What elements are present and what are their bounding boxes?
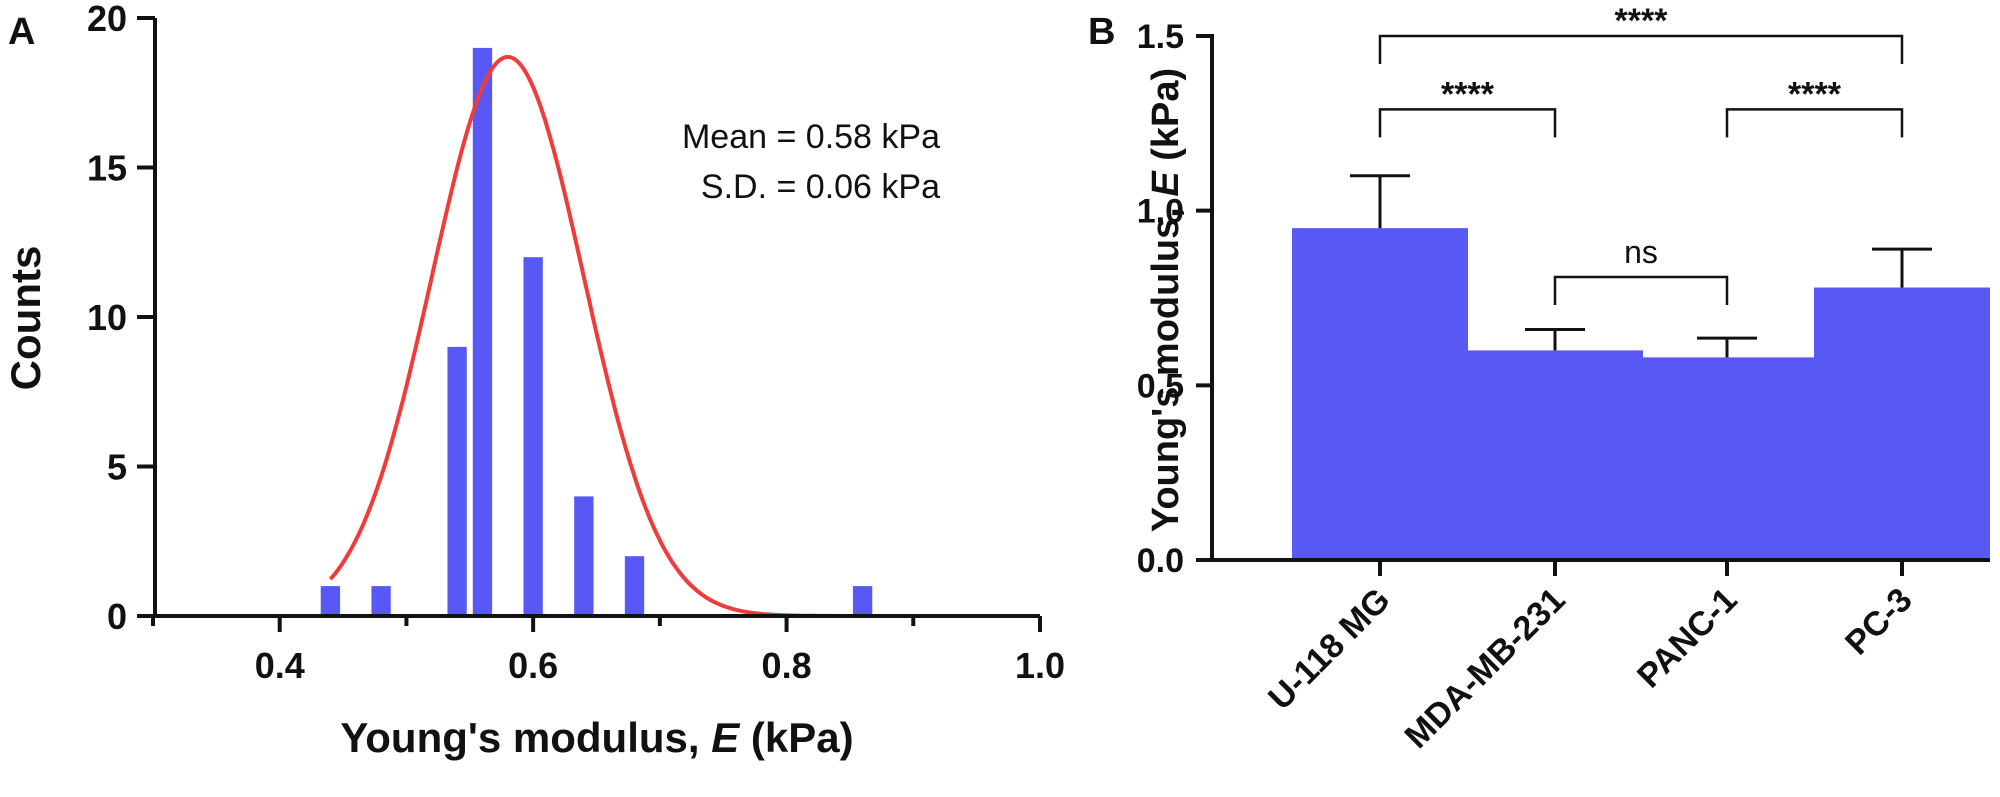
- significance-brackets: **** **** **** ns: [1378, 2, 1904, 306]
- y-axis-label: Young's modulus, E (kPa): [1145, 68, 1187, 532]
- bar: [1639, 357, 1815, 560]
- y-tick-label: 1.0: [1137, 193, 1184, 231]
- category-label: PANC-1: [1630, 581, 1745, 696]
- histogram-bar: [523, 257, 543, 616]
- x-axis-label: Young's modulus, E (kPa): [340, 714, 853, 761]
- category-label: U-118 MG: [1261, 581, 1397, 717]
- histogram-bar: [574, 496, 594, 616]
- category-label: MDA-MB-231: [1398, 581, 1573, 756]
- bars: [1292, 228, 1990, 560]
- y-tick-label: 5: [107, 447, 127, 488]
- panel-a-label: A: [8, 11, 35, 53]
- histogram-bar: [371, 586, 391, 616]
- y-tick-label: 0.5: [1137, 367, 1184, 405]
- histogram-bar: [320, 586, 341, 616]
- y-tick-label: 1.5: [1137, 18, 1184, 56]
- y-tick-label: 20: [87, 0, 127, 39]
- significance-bracket: [1378, 108, 1557, 138]
- significance-label: ****: [1615, 2, 1669, 40]
- error-bars: [1350, 174, 1932, 358]
- bar: [1467, 350, 1643, 560]
- bar: [1292, 228, 1468, 560]
- histogram-bar: [447, 346, 467, 616]
- significance-bracket: [1725, 108, 1904, 138]
- x-ticks: U-118 MG MDA-MB-231 PANC-1 PC-3: [1261, 560, 1920, 756]
- histogram-bar: [472, 47, 493, 616]
- x-ticks: 0.4 0.6 0.8 1.0: [151, 616, 1065, 686]
- significance-label: ns: [1624, 234, 1658, 270]
- y-tick-label: 0.0: [1137, 542, 1184, 580]
- x-tick-label: 0.8: [762, 645, 812, 686]
- histogram-bar: [852, 586, 873, 616]
- significance-bracket: [1553, 275, 1729, 306]
- bar: [1814, 287, 1990, 560]
- y-tick-label: 10: [87, 297, 127, 338]
- mean-annotation: Mean = 0.58 kPa: [682, 118, 940, 156]
- y-ticks: 0.0 0.5 1.0 1.5: [1137, 18, 1214, 580]
- x-tick-label: 0.4: [255, 645, 305, 686]
- significance-label: ****: [1441, 75, 1495, 113]
- category-label: PC-3: [1838, 581, 1920, 663]
- histogram-bar: [624, 556, 645, 616]
- y-tick-label: 0: [107, 596, 127, 637]
- histogram-bars: [320, 47, 873, 616]
- significance-bracket: [1378, 34, 1904, 64]
- panel-b: B **** **** **** ns 0.0 0.5 1.0 1.5 U-118 MG MD…: [1088, 2, 1990, 756]
- panel-b-label: B: [1088, 11, 1115, 53]
- sd-annotation: S.D. = 0.06 kPa: [701, 168, 940, 206]
- x-tick-label: 1.0: [1015, 645, 1065, 686]
- significance-label: ****: [1788, 75, 1842, 113]
- x-tick-label: 0.6: [508, 645, 558, 686]
- y-tick-label: 15: [87, 148, 127, 189]
- y-ticks: 0 5 10 15 20: [87, 0, 155, 637]
- y-axis-label: Counts: [2, 246, 49, 391]
